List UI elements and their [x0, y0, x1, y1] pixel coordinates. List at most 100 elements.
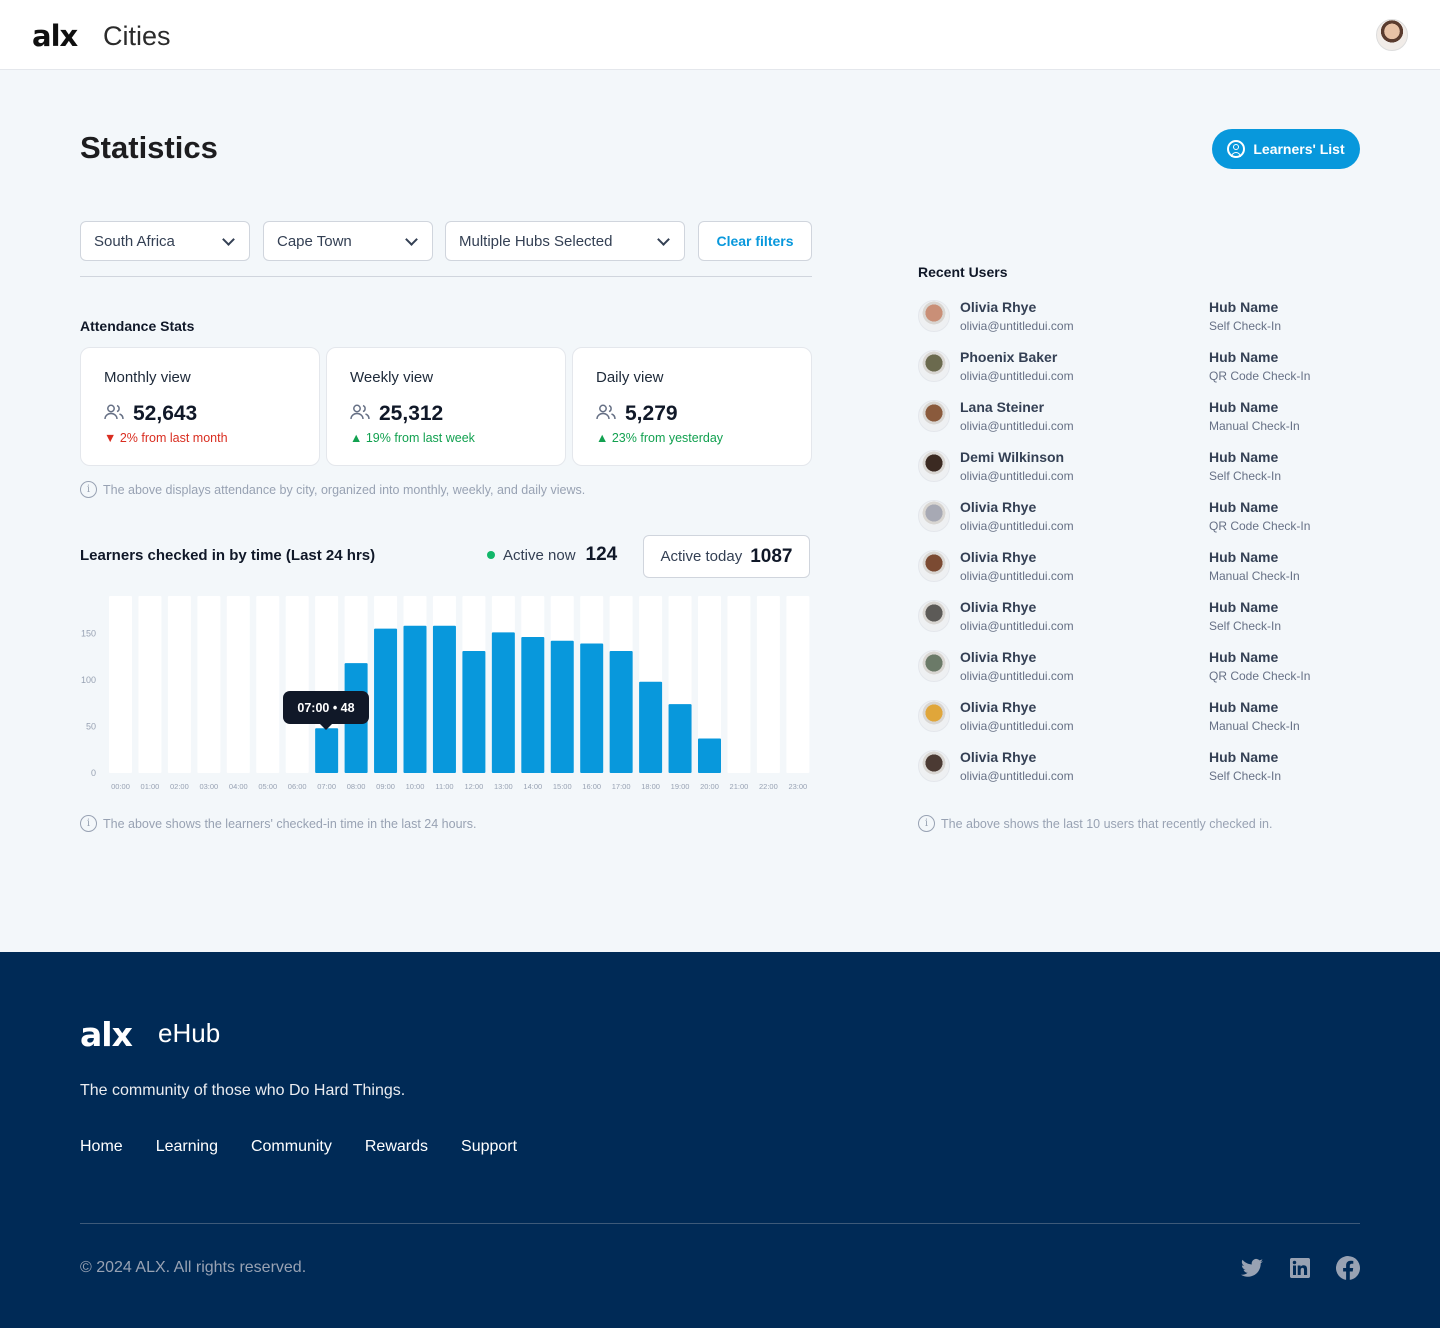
recent-user-row[interactable]: Phoenix Baker olivia@untitledui.com Hub Na…: [918, 349, 1360, 390]
info-icon: i: [918, 815, 935, 832]
x-tick-label: 08:00: [347, 782, 366, 791]
card-title: Monthly view: [104, 369, 191, 386]
hub-name: Hub Name: [1209, 399, 1279, 415]
active-now-value: 124: [585, 544, 618, 565]
recent-user-row[interactable]: Olivia Rhye olivia@untitledui.com Hub Name…: [918, 599, 1360, 640]
x-tick-label: 21:00: [730, 782, 749, 791]
avatar: [918, 600, 950, 632]
bar-track: [109, 596, 132, 773]
avatar: [918, 550, 950, 582]
x-tick-label: 05:00: [258, 782, 277, 791]
user-email: olivia@untitledui.com: [960, 319, 1074, 333]
user-name: Olivia Rhye: [960, 549, 1037, 565]
user-name: Olivia Rhye: [960, 699, 1037, 715]
user-name: Olivia Rhye: [960, 649, 1037, 665]
hub-name: Hub Name: [1209, 449, 1279, 465]
y-tick-label: 50: [86, 721, 96, 731]
x-tick-label: 19:00: [671, 782, 690, 791]
recent-user-row[interactable]: Olivia Rhye olivia@untitledui.com Hub Name…: [918, 649, 1360, 690]
bar[interactable]: [462, 650, 486, 773]
bar[interactable]: [550, 640, 574, 773]
user-email: olivia@untitledui.com: [960, 569, 1074, 583]
user-name: Demi Wilkinson: [960, 449, 1065, 465]
bar[interactable]: [521, 636, 545, 773]
hub-name: Hub Name: [1209, 299, 1279, 315]
x-tick-label: 09:00: [376, 782, 395, 791]
bar[interactable]: [432, 625, 456, 773]
recent-user-row[interactable]: Demi Wilkinson olivia@untitledui.com Hub N…: [918, 449, 1360, 490]
city-select[interactable]: Cape Town: [263, 221, 433, 261]
bar[interactable]: [403, 625, 427, 773]
footer-link-support[interactable]: Support: [461, 1138, 518, 1155]
linkedin-icon[interactable]: [1288, 1256, 1312, 1280]
app-title: Cities: [103, 21, 171, 51]
hub-name: Hub Name: [1209, 649, 1279, 665]
divider: [80, 276, 812, 277]
twitter-icon[interactable]: [1240, 1256, 1264, 1280]
hub-name: Hub Name: [1209, 499, 1279, 515]
avatar: [918, 350, 950, 382]
top-navbar: alx Cities: [0, 0, 1440, 70]
info-icon: i: [80, 481, 97, 498]
recent-user-row[interactable]: Olivia Rhye olivia@untitledui.com Hub Name…: [918, 299, 1360, 340]
copyright: © 2024 ALX. All rights reserved.: [80, 1259, 307, 1276]
footer-alx-logo[interactable]: alx: [80, 1015, 133, 1054]
recent-user-row[interactable]: Olivia Rhye olivia@untitledui.com Hub Name…: [918, 549, 1360, 590]
x-tick-label: 13:00: [494, 782, 513, 791]
recent-user-row[interactable]: Lana Steiner olivia@untitledui.com Hub Nam…: [918, 399, 1360, 440]
footer-link-rewards[interactable]: Rewards: [364, 1138, 429, 1155]
bar[interactable]: [609, 650, 633, 773]
country-select-value: South Africa: [94, 232, 175, 250]
footer-link-learning[interactable]: Learning: [155, 1138, 218, 1155]
bar[interactable]: [639, 681, 663, 773]
facebook-icon[interactable]: [1336, 1256, 1360, 1280]
x-tick-label: 20:00: [700, 782, 719, 791]
checkins-note-text: The above shows the learners' checked-in…: [103, 816, 477, 831]
checkin-method: Self Check-In: [1209, 619, 1282, 633]
x-tick-label: 11:00: [435, 782, 453, 791]
user-email: olivia@untitledui.com: [960, 669, 1074, 683]
active-now: Active now 124: [487, 544, 617, 566]
recent-user-row[interactable]: Olivia Rhye olivia@untitledui.com Hub Name…: [918, 499, 1360, 540]
bar[interactable]: [315, 728, 339, 773]
x-tick-label: 10:00: [406, 782, 425, 791]
bar[interactable]: [698, 738, 721, 773]
learners-list-label: Learners' List: [1253, 141, 1345, 157]
bar[interactable]: [491, 632, 515, 773]
status-dot-icon: [487, 551, 495, 559]
user-name: Olivia Rhye: [960, 599, 1037, 615]
footer-divider: [80, 1223, 1360, 1224]
user-name: Olivia Rhye: [960, 299, 1037, 315]
daily-view-card: Daily view 5,279 ▲ 23% from yesterday: [572, 347, 812, 466]
bar[interactable]: [668, 704, 692, 773]
bar[interactable]: [580, 643, 604, 773]
recent-users-heading: Recent Users: [918, 264, 1008, 280]
card-value: 52,643: [133, 402, 198, 425]
checkin-method: Self Check-In: [1209, 769, 1282, 783]
country-select[interactable]: South Africa: [80, 221, 250, 261]
clear-filters-button[interactable]: Clear filters: [698, 221, 812, 261]
card-title: Daily view: [596, 369, 664, 386]
hub-name: Hub Name: [1209, 599, 1279, 615]
x-tick-label: 04:00: [229, 782, 248, 791]
alx-logo[interactable]: alx: [32, 19, 78, 53]
recent-user-row[interactable]: Olivia Rhye olivia@untitledui.com Hub Name…: [918, 699, 1360, 740]
chart-tooltip: 07:00 • 48: [283, 691, 369, 730]
active-now-label: Active now: [503, 546, 576, 564]
checkins-chart-title: Learners checked in by time (Last 24 hrs…: [80, 547, 376, 564]
user-email: olivia@untitledui.com: [960, 619, 1074, 633]
y-tick-label: 0: [91, 768, 96, 778]
learners-list-button[interactable]: Learners' List: [1212, 129, 1360, 169]
x-tick-label: 23:00: [788, 782, 807, 791]
profile-avatar[interactable]: [1376, 19, 1408, 51]
user-circle-icon: [1227, 140, 1246, 158]
hubs-select[interactable]: Multiple Hubs Selected: [445, 221, 685, 261]
footer-tagline: The community of those who Do Hard Thing…: [80, 1082, 406, 1099]
page-title: Statistics: [80, 130, 218, 165]
bar-track: [756, 596, 780, 773]
footer-link-home[interactable]: Home: [80, 1138, 123, 1155]
footer-link-community[interactable]: Community: [250, 1138, 332, 1155]
recent-user-row[interactable]: Olivia Rhye olivia@untitledui.com Hub Name…: [918, 749, 1360, 790]
bar[interactable]: [374, 628, 398, 773]
card-value: 5,279: [625, 402, 678, 425]
